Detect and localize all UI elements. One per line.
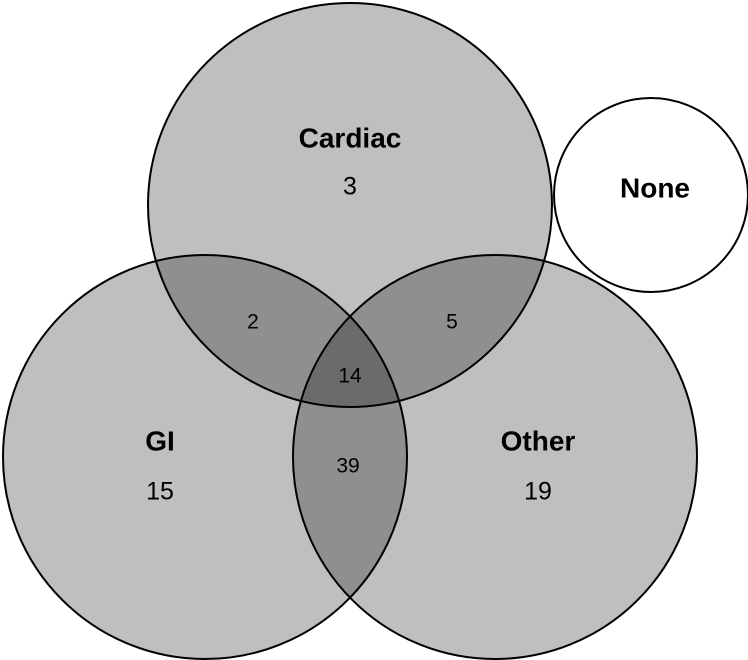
cardiac-circle [147, 2, 553, 408]
set-count: 3 [343, 173, 357, 201]
other-circle [292, 254, 698, 660]
set-label: Cardiac [299, 122, 402, 153]
set-label: Other [501, 425, 576, 456]
intersection-count: 5 [446, 311, 458, 334]
none-circle [553, 97, 748, 293]
gi-circle [2, 254, 408, 660]
set-label: GI [145, 425, 175, 456]
set-count: 15 [146, 478, 174, 506]
set-count: 19 [524, 478, 552, 506]
intersection-count: 39 [336, 455, 359, 478]
set-label: None [620, 172, 690, 203]
intersection-count: 2 [247, 311, 259, 334]
intersection-count: 14 [338, 365, 362, 388]
